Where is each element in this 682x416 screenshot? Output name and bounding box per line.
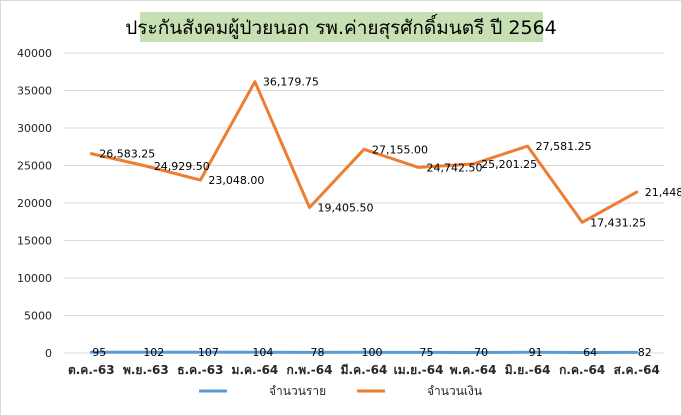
x-tick-label: ธ.ค.-63 <box>177 363 223 377</box>
y-tick-label: 15000 <box>17 235 52 248</box>
y-tick-label: 0 <box>45 347 52 360</box>
data-label: 21,448.75 <box>645 186 681 199</box>
x-tick-label: ต.ค.-63 <box>68 363 115 377</box>
data-labels: 95 102 107 104 78 100 75 70 91 64 82 26,583.2524,92… <box>92 76 681 359</box>
x-tick-label: เม.ย.-64 <box>394 363 444 377</box>
y-tick-label: 5000 <box>24 310 52 323</box>
data-label: 19,405.50 <box>317 201 373 214</box>
series-line-2 <box>89 80 639 224</box>
x-tick-label: ม.ค.-64 <box>232 363 279 377</box>
data-label: 82 <box>638 346 652 359</box>
data-label: 36,179.75 <box>263 76 319 89</box>
chart-title-background <box>140 12 543 42</box>
data-label: 64 <box>583 346 597 359</box>
data-label: 23,048.00 <box>208 174 264 187</box>
x-axis-tick-labels: ต.ค.-63 พ.ย.-63 ธ.ค.-63 ม.ค.-64 ก.พ.-64 มี.ค.… <box>68 363 660 377</box>
legend-label: จำนวนเงิน <box>427 384 482 398</box>
y-tick-label: 40000 <box>17 47 52 60</box>
data-label: 24,742.50 <box>427 161 483 174</box>
data-label: 107 <box>198 346 219 359</box>
y-tick-label: 10000 <box>17 272 52 285</box>
y-tick-label: 25000 <box>17 160 52 173</box>
x-tick-label: ก.พ.-64 <box>286 363 332 377</box>
data-label: 91 <box>529 346 543 359</box>
data-label: 26,583.25 <box>99 148 155 161</box>
data-label: 70 <box>474 346 488 359</box>
x-tick-label: พ.ย.-63 <box>123 363 169 377</box>
series-lines <box>89 80 639 354</box>
y-axis-tick-labels: 0 5000 10000 15000 20000 25000 30000 35000 40000 <box>17 47 52 360</box>
data-label: 25,201.25 <box>481 158 537 171</box>
data-label: 102 <box>143 346 164 359</box>
chart-title: ประกันสังคมผู้ป่วยนอก รพ.ค่ายสุรศักดิ์มน… <box>125 13 557 40</box>
data-label: 104 <box>252 346 273 359</box>
data-label: 17,431.25 <box>590 216 646 229</box>
data-label: 100 <box>362 346 383 359</box>
y-tick-label: 30000 <box>17 122 52 135</box>
legend-label: จำนวนราย <box>269 384 326 398</box>
data-label: 95 <box>92 346 106 359</box>
data-label: 27,155.00 <box>372 143 428 156</box>
y-tick-label: 35000 <box>17 85 52 98</box>
x-tick-label: มิ.ย.-64 <box>505 363 551 377</box>
data-label: 27,581.25 <box>536 140 592 153</box>
legend: จำนวนราย จำนวนเงิน <box>199 384 482 398</box>
x-tick-label: ส.ค.-64 <box>614 363 660 377</box>
data-label: 24,929.50 <box>154 160 210 173</box>
x-tick-label: พ.ค.-64 <box>450 363 497 377</box>
y-tick-label: 20000 <box>17 197 52 210</box>
x-tick-label: มี.ค.-64 <box>341 363 388 377</box>
data-label: 78 <box>310 346 324 359</box>
data-label: 75 <box>420 346 434 359</box>
x-tick-label: ก.ค.-64 <box>559 363 605 377</box>
